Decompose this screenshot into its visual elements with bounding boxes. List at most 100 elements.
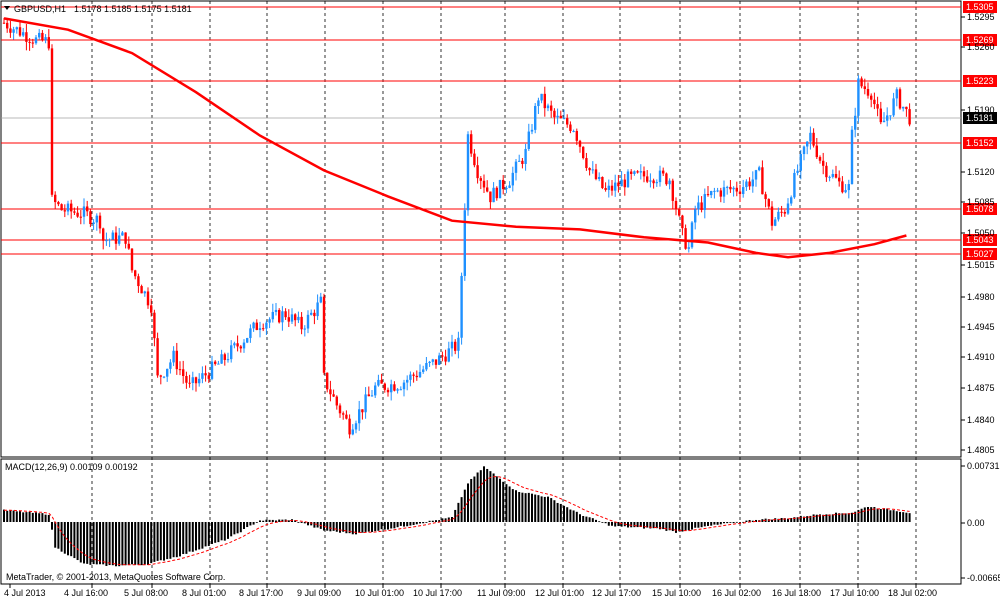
level-label-box: [963, 75, 997, 87]
price-tick-label: 1.4875: [967, 383, 995, 393]
candle-body: [703, 194, 706, 210]
candle-body: [319, 296, 322, 303]
candle-body: [572, 130, 575, 132]
candle-body: [706, 194, 710, 196]
candle-body: [678, 209, 681, 216]
macd-bar: [195, 522, 197, 551]
macd-bar: [502, 481, 505, 522]
macd-bar: [115, 522, 117, 567]
macd-bar: [575, 511, 578, 522]
macd-bar: [787, 518, 789, 522]
macd-bar: [67, 522, 69, 556]
candle-body: [623, 179, 626, 188]
macd-bar: [550, 498, 553, 522]
macd-bar: [163, 522, 165, 561]
candle-body: [358, 409, 361, 424]
candle-body: [124, 232, 127, 244]
macd-bar: [783, 518, 786, 522]
macd-bar: [268, 519, 271, 522]
macd-bar: [156, 522, 159, 561]
macd-bar: [239, 522, 242, 533]
candle-body: [156, 338, 159, 376]
macd-bar: [479, 470, 482, 522]
macd-bar: [790, 518, 793, 522]
candle-body: [687, 247, 690, 249]
macd-bar: [521, 492, 524, 522]
candle-body: [351, 429, 354, 435]
macd-bar: [31, 512, 34, 522]
macd-bar: [361, 522, 364, 533]
candle-body: [287, 317, 290, 322]
candle-body: [95, 215, 98, 223]
candle-body: [575, 130, 578, 141]
candle-body: [716, 190, 719, 192]
macd-bar: [451, 517, 453, 522]
candle-body: [470, 134, 473, 154]
candle-body: [377, 379, 380, 386]
macd-bar: [332, 522, 335, 531]
macd-bar: [441, 518, 444, 522]
candle-body: [873, 99, 876, 105]
macd-bar: [547, 496, 549, 522]
candle-body: [601, 176, 604, 189]
candle-body: [761, 167, 764, 195]
macd-bar: [22, 512, 25, 522]
candle-body: [63, 210, 66, 212]
macd-bar: [211, 522, 213, 544]
macd-bar: [908, 513, 911, 522]
macd-bar: [300, 522, 303, 523]
candle-body: [2, 22, 6, 24]
price-tick-label: 1.4805: [967, 445, 995, 455]
macd-bar: [508, 486, 511, 522]
macd-bar: [473, 476, 476, 522]
macd-bar: [793, 517, 796, 522]
macd-bar: [483, 466, 485, 522]
level-label-box: [963, 34, 997, 46]
candle-body: [178, 369, 182, 371]
triangle-down-icon[interactable]: [4, 6, 10, 10]
macd-bar: [646, 522, 649, 528]
candle-body: [505, 187, 508, 190]
macd-bar: [399, 522, 402, 526]
macd-bar: [364, 522, 367, 532]
candle-body: [386, 389, 390, 393]
candle-body: [550, 105, 553, 111]
candle-body: [546, 105, 550, 109]
macd-bar: [838, 513, 841, 522]
candle-body: [754, 170, 758, 180]
candle-body: [290, 314, 294, 322]
candle-body: [409, 374, 412, 380]
macd-bar: [537, 495, 540, 522]
candle-body: [639, 171, 642, 173]
candle-body: [402, 382, 406, 390]
candle-body: [70, 203, 73, 212]
candle-body: [425, 363, 428, 370]
macd-bar: [515, 490, 517, 522]
candle-body: [34, 37, 38, 44]
candle-body: [607, 185, 610, 190]
candle-body: [889, 115, 892, 117]
macd-bar: [886, 508, 889, 522]
macd-bar: [275, 520, 277, 522]
candle-body: [710, 191, 713, 196]
candle-body: [82, 206, 86, 217]
macd-bar: [403, 522, 405, 527]
time-tick-label: 4 Jul 2013: [4, 588, 46, 598]
candle-body: [790, 197, 793, 204]
candle-body: [847, 184, 850, 191]
macd-bar: [140, 522, 143, 566]
candle-body: [422, 369, 425, 372]
macd-bar: [636, 522, 639, 528]
candle-body: [530, 129, 534, 132]
candle-body: [300, 316, 303, 330]
macd-bar: [607, 522, 610, 526]
macd-bar: [771, 519, 773, 522]
candle-body: [393, 384, 396, 391]
candle-body: [482, 180, 486, 188]
candle-body: [895, 89, 898, 99]
candle-body: [777, 211, 780, 220]
macd-bar: [393, 522, 396, 529]
candle-body: [332, 394, 335, 397]
